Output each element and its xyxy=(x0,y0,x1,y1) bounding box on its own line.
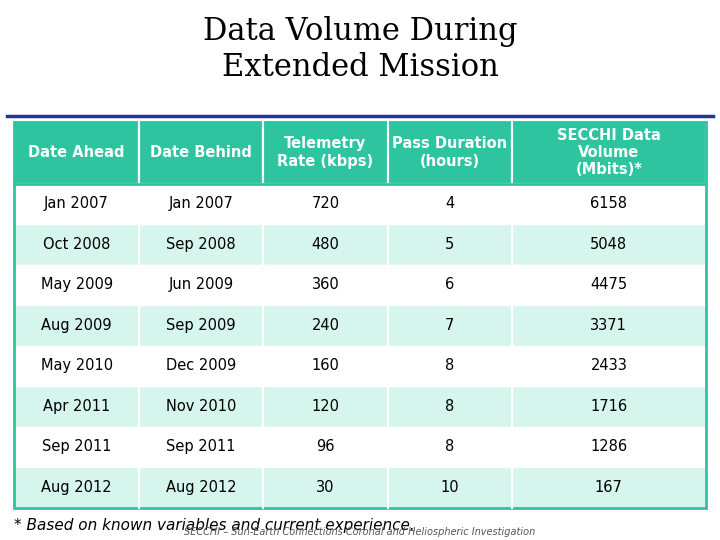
Text: Oct 2008: Oct 2008 xyxy=(43,237,110,252)
FancyBboxPatch shape xyxy=(387,386,512,427)
Text: 1716: 1716 xyxy=(590,399,627,414)
Text: Data Volume During
Extended Mission: Data Volume During Extended Mission xyxy=(203,16,517,83)
FancyBboxPatch shape xyxy=(264,386,387,427)
FancyBboxPatch shape xyxy=(14,427,139,467)
FancyBboxPatch shape xyxy=(264,305,387,346)
FancyBboxPatch shape xyxy=(264,224,387,265)
FancyBboxPatch shape xyxy=(387,184,512,224)
Text: Aug 2012: Aug 2012 xyxy=(41,480,112,495)
FancyBboxPatch shape xyxy=(264,467,387,508)
Text: 4: 4 xyxy=(445,197,454,211)
Text: Jan 2007: Jan 2007 xyxy=(44,197,109,211)
FancyBboxPatch shape xyxy=(139,305,264,346)
Text: SECCHI Data
Volume
(Mbits)*: SECCHI Data Volume (Mbits)* xyxy=(557,127,661,178)
Text: 480: 480 xyxy=(312,237,339,252)
Text: 360: 360 xyxy=(312,278,339,292)
FancyBboxPatch shape xyxy=(139,265,264,305)
Text: SECCHI – Sun-Earth Connections Coronal and Heliospheric Investigation: SECCHI – Sun-Earth Connections Coronal a… xyxy=(184,527,536,537)
FancyBboxPatch shape xyxy=(14,122,139,184)
FancyBboxPatch shape xyxy=(387,305,512,346)
Text: 2433: 2433 xyxy=(590,359,627,373)
Text: 5048: 5048 xyxy=(590,237,627,252)
FancyBboxPatch shape xyxy=(387,346,512,386)
FancyBboxPatch shape xyxy=(14,305,139,346)
Text: May 2009: May 2009 xyxy=(40,278,112,292)
FancyBboxPatch shape xyxy=(264,122,387,184)
Text: Apr 2011: Apr 2011 xyxy=(43,399,110,414)
Text: Date Ahead: Date Ahead xyxy=(28,145,125,160)
Text: 160: 160 xyxy=(312,359,339,373)
FancyBboxPatch shape xyxy=(264,265,387,305)
Text: 8: 8 xyxy=(445,359,454,373)
Text: May 2010: May 2010 xyxy=(40,359,112,373)
FancyBboxPatch shape xyxy=(387,427,512,467)
FancyBboxPatch shape xyxy=(14,467,139,508)
Text: Sep 2011: Sep 2011 xyxy=(166,440,235,454)
Text: 720: 720 xyxy=(311,197,340,211)
FancyBboxPatch shape xyxy=(14,184,139,224)
FancyBboxPatch shape xyxy=(512,224,706,265)
FancyBboxPatch shape xyxy=(264,184,387,224)
Text: 8: 8 xyxy=(445,440,454,454)
FancyBboxPatch shape xyxy=(512,467,706,508)
FancyBboxPatch shape xyxy=(512,265,706,305)
Text: 5: 5 xyxy=(445,237,454,252)
Text: * Based on known variables and current experience.: * Based on known variables and current e… xyxy=(14,518,415,534)
Text: 7: 7 xyxy=(445,318,454,333)
Text: Telemetry
Rate (kbps): Telemetry Rate (kbps) xyxy=(277,137,374,168)
FancyBboxPatch shape xyxy=(14,224,139,265)
Text: 120: 120 xyxy=(312,399,339,414)
FancyBboxPatch shape xyxy=(387,224,512,265)
FancyBboxPatch shape xyxy=(139,346,264,386)
Text: 1286: 1286 xyxy=(590,440,627,454)
FancyBboxPatch shape xyxy=(14,386,139,427)
Text: Sep 2008: Sep 2008 xyxy=(166,237,236,252)
Text: Nov 2010: Nov 2010 xyxy=(166,399,236,414)
FancyBboxPatch shape xyxy=(139,467,264,508)
FancyBboxPatch shape xyxy=(512,346,706,386)
Text: 6158: 6158 xyxy=(590,197,627,211)
FancyBboxPatch shape xyxy=(264,427,387,467)
FancyBboxPatch shape xyxy=(139,122,264,184)
Text: Pass Duration
(hours): Pass Duration (hours) xyxy=(392,137,508,168)
Text: Jun 2009: Jun 2009 xyxy=(168,278,233,292)
FancyBboxPatch shape xyxy=(387,265,512,305)
Text: Sep 2009: Sep 2009 xyxy=(166,318,236,333)
FancyBboxPatch shape xyxy=(139,386,264,427)
Text: 167: 167 xyxy=(595,480,623,495)
Text: 3371: 3371 xyxy=(590,318,627,333)
Text: Aug 2012: Aug 2012 xyxy=(166,480,236,495)
Text: 240: 240 xyxy=(312,318,339,333)
FancyBboxPatch shape xyxy=(14,346,139,386)
FancyBboxPatch shape xyxy=(139,184,264,224)
FancyBboxPatch shape xyxy=(512,386,706,427)
Text: 4475: 4475 xyxy=(590,278,627,292)
FancyBboxPatch shape xyxy=(387,467,512,508)
FancyBboxPatch shape xyxy=(264,346,387,386)
FancyBboxPatch shape xyxy=(512,184,706,224)
Text: Sep 2011: Sep 2011 xyxy=(42,440,112,454)
Text: Jan 2007: Jan 2007 xyxy=(168,197,233,211)
Text: 96: 96 xyxy=(316,440,335,454)
Text: Aug 2009: Aug 2009 xyxy=(41,318,112,333)
FancyBboxPatch shape xyxy=(139,224,264,265)
Text: 30: 30 xyxy=(316,480,335,495)
FancyBboxPatch shape xyxy=(512,305,706,346)
FancyBboxPatch shape xyxy=(387,122,512,184)
FancyBboxPatch shape xyxy=(14,265,139,305)
FancyBboxPatch shape xyxy=(512,427,706,467)
Text: 10: 10 xyxy=(441,480,459,495)
FancyBboxPatch shape xyxy=(139,427,264,467)
Text: Dec 2009: Dec 2009 xyxy=(166,359,236,373)
Text: Date Behind: Date Behind xyxy=(150,145,252,160)
Text: 6: 6 xyxy=(445,278,454,292)
FancyBboxPatch shape xyxy=(512,122,706,184)
Text: 8: 8 xyxy=(445,399,454,414)
